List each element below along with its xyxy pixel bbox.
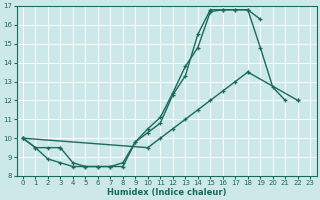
X-axis label: Humidex (Indice chaleur): Humidex (Indice chaleur) <box>107 188 226 197</box>
